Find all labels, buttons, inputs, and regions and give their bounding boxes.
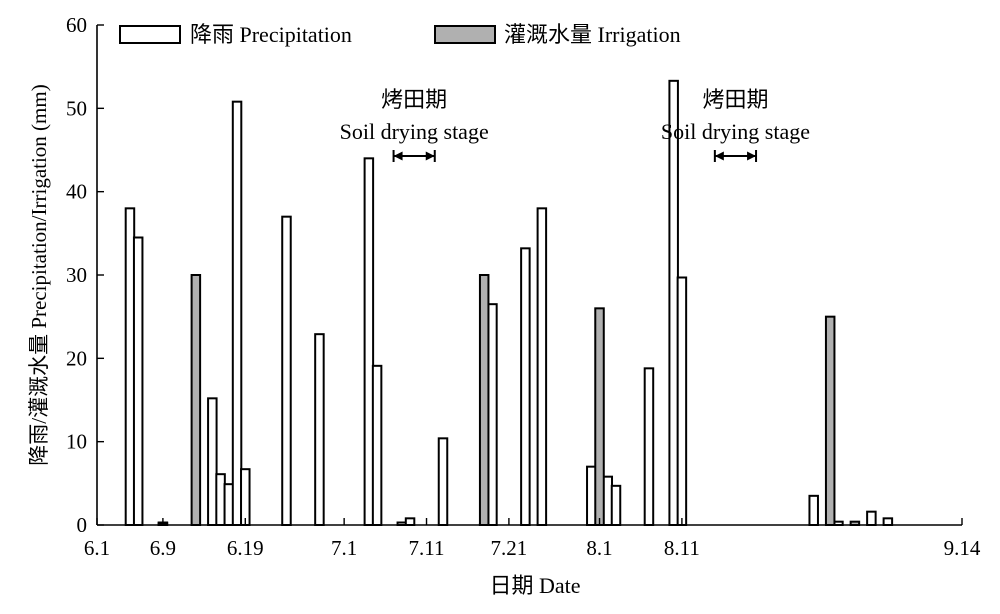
legend-swatch (119, 25, 181, 44)
irrigation-bar (478, 274, 490, 526)
soil-drying-arrow-head (747, 151, 757, 161)
soil-drying-arrow-head (425, 151, 435, 161)
irrigation-bar (824, 315, 836, 527)
soil-drying-label-en: Soil drying stage (661, 119, 810, 144)
legend: 降雨 Precipitation 灌溉水量 Irrigation (119, 22, 681, 47)
x-tick-label: 6.1 (84, 536, 110, 560)
y-tick-label: 60 (66, 13, 87, 37)
precipitation-bar (132, 236, 144, 526)
x-tick-label: 7.21 (491, 536, 528, 560)
precipitation-bar (223, 483, 235, 527)
x-axis-label: 日期 Date (489, 573, 580, 598)
precipitation-bar (668, 79, 679, 527)
x-tick-label: 9.14 (944, 536, 981, 560)
annotations-group: 烤田期 Soil drying stage 烤田期 Soil drying stage (340, 87, 810, 162)
bars-group (124, 79, 894, 527)
precipitation-bar (866, 510, 877, 527)
precipitation-bar (215, 473, 226, 527)
precipitation-bar (808, 494, 819, 526)
y-tick-label: 30 (66, 263, 87, 287)
irrigation-bar (594, 307, 605, 526)
x-tick-label: 6.9 (150, 536, 176, 560)
precipitation-bar (240, 468, 251, 527)
y-tick-label: 40 (66, 180, 87, 204)
soil-drying-arrow-head (714, 151, 724, 161)
precipitation-bar (602, 475, 614, 527)
legend-label: 降雨 Precipitation (190, 22, 352, 47)
precipitation-bar (643, 367, 655, 526)
x-tick-label: 6.19 (227, 536, 264, 560)
y-tick-label: 50 (66, 96, 87, 120)
soil-drying-arrow-head (393, 151, 403, 161)
x-tick-label: 8.11 (664, 536, 700, 560)
precipitation-bar (363, 157, 375, 527)
x-tick-label: 7.11 (409, 536, 445, 560)
precipitation-bar (124, 207, 136, 527)
soil-drying-label-en: Soil drying stage (340, 119, 489, 144)
y-tick-label: 10 (66, 430, 87, 454)
x-tick-label: 8.1 (586, 536, 612, 560)
precipitation-bar (281, 215, 292, 526)
axes-group: 0 10 20 30 40 50 60 6.1 6.9 6.19 7.1 7.11 7.21 8.1 8.1… (66, 13, 981, 560)
legend-label: 灌溉水量 Irrigation (504, 22, 681, 47)
precipitation-bar (371, 364, 383, 526)
precipitation-bar (207, 397, 218, 526)
precipitation-bar (314, 333, 325, 527)
precipitation-bar (610, 484, 622, 526)
precipitation-bar (882, 517, 894, 527)
precipitation-bar (676, 276, 688, 526)
x-tick-label: 7.1 (331, 536, 357, 560)
irrigation-bar (190, 274, 202, 526)
y-tick-label: 20 (66, 346, 87, 370)
soil-drying-label-cn: 烤田期 (702, 87, 768, 112)
precipitation-bar (536, 207, 548, 527)
precipitation-bar (586, 465, 597, 527)
precipitation-bar (404, 517, 416, 527)
precipitation-bar (487, 303, 498, 527)
precipitation-bar (520, 247, 531, 527)
legend-swatch (434, 25, 496, 44)
y-tick-label: 0 (77, 513, 88, 537)
soil-drying-label-cn: 烤田期 (381, 87, 447, 112)
precipitation-bar (437, 437, 449, 526)
y-axis-label: 降雨/灌溉水量 Precipitation/Irrigation (mm) (27, 84, 51, 465)
precipitation-bar (231, 100, 243, 526)
